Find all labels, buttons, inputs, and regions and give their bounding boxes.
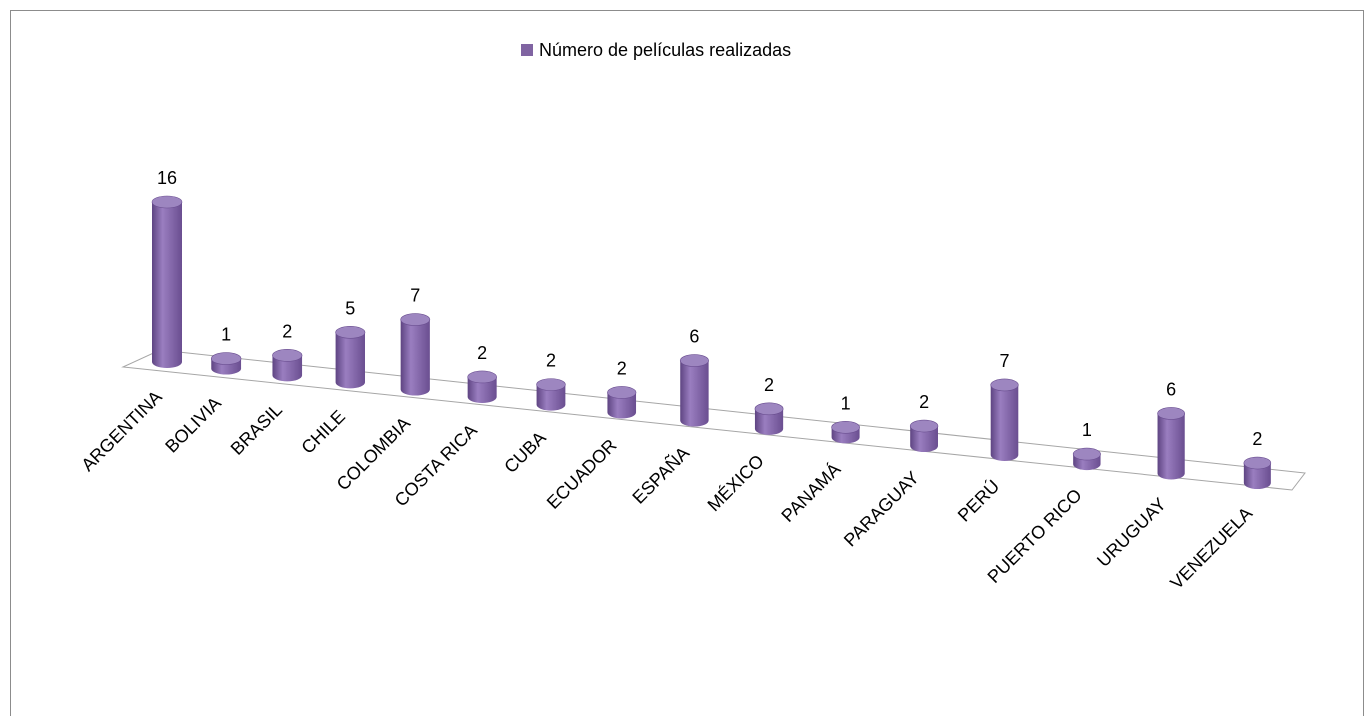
bar-top [607, 386, 637, 399]
value-label: 6 [689, 327, 699, 347]
x-tick-label: PUERTO RICO [984, 485, 1086, 587]
bar-top [1157, 407, 1186, 420]
legend-swatch [521, 44, 533, 56]
bar-body [680, 360, 709, 427]
bar-body [467, 376, 497, 403]
value-label: 16 [157, 168, 177, 188]
x-tick-label: CHILE [297, 406, 349, 458]
bar-body [1157, 413, 1185, 480]
bar [467, 370, 497, 403]
bar-body [910, 426, 938, 453]
bar-body [400, 319, 430, 396]
bar-top [909, 419, 939, 433]
bar-top [272, 349, 303, 362]
x-tick-label: BRASIL [227, 399, 286, 458]
value-label: 1 [1082, 420, 1092, 440]
bar-body [607, 392, 637, 419]
bar-top [335, 326, 366, 339]
x-tick-label: ECUADOR [543, 435, 621, 513]
bar-body [754, 408, 784, 435]
value-label: 7 [999, 351, 1009, 371]
bar-body [1243, 463, 1271, 490]
x-tick-label: PARAGUAY [840, 467, 923, 550]
x-tick-label: ARGENTINA [77, 387, 165, 475]
value-label: 2 [617, 358, 627, 378]
bar-body [272, 355, 303, 382]
bar [400, 313, 431, 396]
bar [1072, 447, 1101, 471]
x-tick-label: MÉXICO [704, 451, 768, 515]
bar [831, 421, 860, 444]
bar-top [210, 352, 242, 365]
x-tick-label: URUGUAY [1093, 494, 1170, 571]
x-tick-label: BOLIVIA [161, 393, 225, 457]
bar-top [467, 370, 497, 384]
bar [1157, 407, 1186, 480]
bar [990, 378, 1019, 461]
value-label: 2 [546, 351, 556, 371]
bar [754, 402, 784, 435]
x-tick-label: PERÚ [953, 475, 1003, 525]
value-label: 2 [764, 375, 774, 395]
value-label: 2 [919, 392, 929, 412]
bar-top [754, 402, 784, 416]
bar-top [151, 195, 183, 209]
x-tick-label: CUBA [500, 428, 550, 478]
x-tick-label: VENEZUELA [1166, 503, 1256, 593]
bar-top [1072, 447, 1101, 461]
bar-top [400, 313, 431, 326]
value-label: 1 [221, 325, 231, 345]
bar-top [831, 421, 860, 434]
bar-top [536, 378, 566, 391]
value-label: 2 [282, 321, 292, 341]
value-label: 6 [1166, 379, 1176, 399]
bar-body [990, 384, 1019, 461]
value-label: 7 [410, 286, 420, 306]
bar-body [536, 384, 566, 411]
bar [151, 195, 183, 368]
value-label: 2 [1252, 429, 1262, 449]
bar-top [1243, 456, 1272, 470]
bar [536, 378, 566, 411]
bar-body [335, 332, 365, 389]
bar [1243, 456, 1272, 490]
bar [210, 352, 242, 375]
bar-body [152, 202, 182, 368]
x-tick-label: PANAMÁ [777, 459, 844, 526]
value-label: 5 [345, 298, 355, 318]
value-label: 2 [477, 343, 487, 363]
bar [679, 354, 709, 427]
bar-top [990, 378, 1019, 392]
legend-label: Número de películas realizadas [539, 40, 791, 60]
bar-top [679, 354, 709, 367]
bar [607, 386, 637, 419]
value-label: 1 [841, 393, 851, 413]
bar [272, 349, 303, 382]
x-tick-label: COLOMBIA [333, 413, 414, 494]
bar [909, 419, 939, 453]
x-tick-label: ESPAÑA [628, 442, 694, 508]
bar [335, 326, 366, 389]
